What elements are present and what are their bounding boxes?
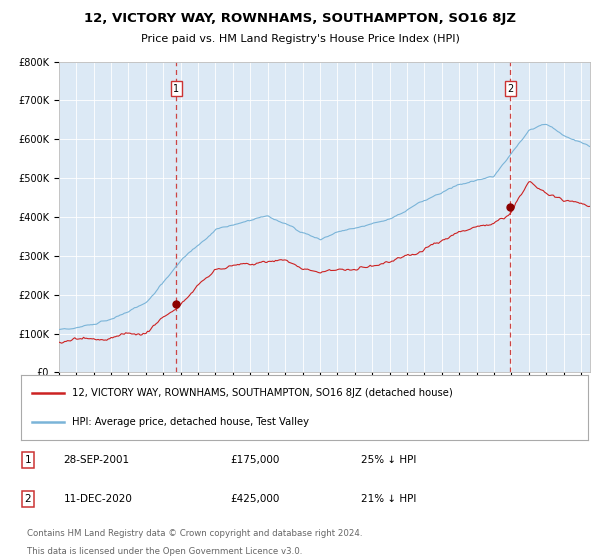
Text: 12, VICTORY WAY, ROWNHAMS, SOUTHAMPTON, SO16 8JZ: 12, VICTORY WAY, ROWNHAMS, SOUTHAMPTON, … <box>84 12 516 25</box>
Text: 2: 2 <box>25 494 31 504</box>
Text: 1: 1 <box>25 455 31 465</box>
Text: 1: 1 <box>173 84 179 94</box>
Text: HPI: Average price, detached house, Test Valley: HPI: Average price, detached house, Test… <box>72 417 309 427</box>
Text: 25% ↓ HPI: 25% ↓ HPI <box>361 455 416 465</box>
Text: £425,000: £425,000 <box>231 494 280 504</box>
Text: Price paid vs. HM Land Registry's House Price Index (HPI): Price paid vs. HM Land Registry's House … <box>140 34 460 44</box>
Text: 12, VICTORY WAY, ROWNHAMS, SOUTHAMPTON, SO16 8JZ (detached house): 12, VICTORY WAY, ROWNHAMS, SOUTHAMPTON, … <box>72 388 453 398</box>
Text: 2: 2 <box>507 84 513 94</box>
Text: £175,000: £175,000 <box>231 455 280 465</box>
Text: 21% ↓ HPI: 21% ↓ HPI <box>361 494 416 504</box>
Text: This data is licensed under the Open Government Licence v3.0.: This data is licensed under the Open Gov… <box>26 548 302 557</box>
Text: 28-SEP-2001: 28-SEP-2001 <box>64 455 130 465</box>
Text: 11-DEC-2020: 11-DEC-2020 <box>64 494 133 504</box>
Text: Contains HM Land Registry data © Crown copyright and database right 2024.: Contains HM Land Registry data © Crown c… <box>26 529 362 538</box>
